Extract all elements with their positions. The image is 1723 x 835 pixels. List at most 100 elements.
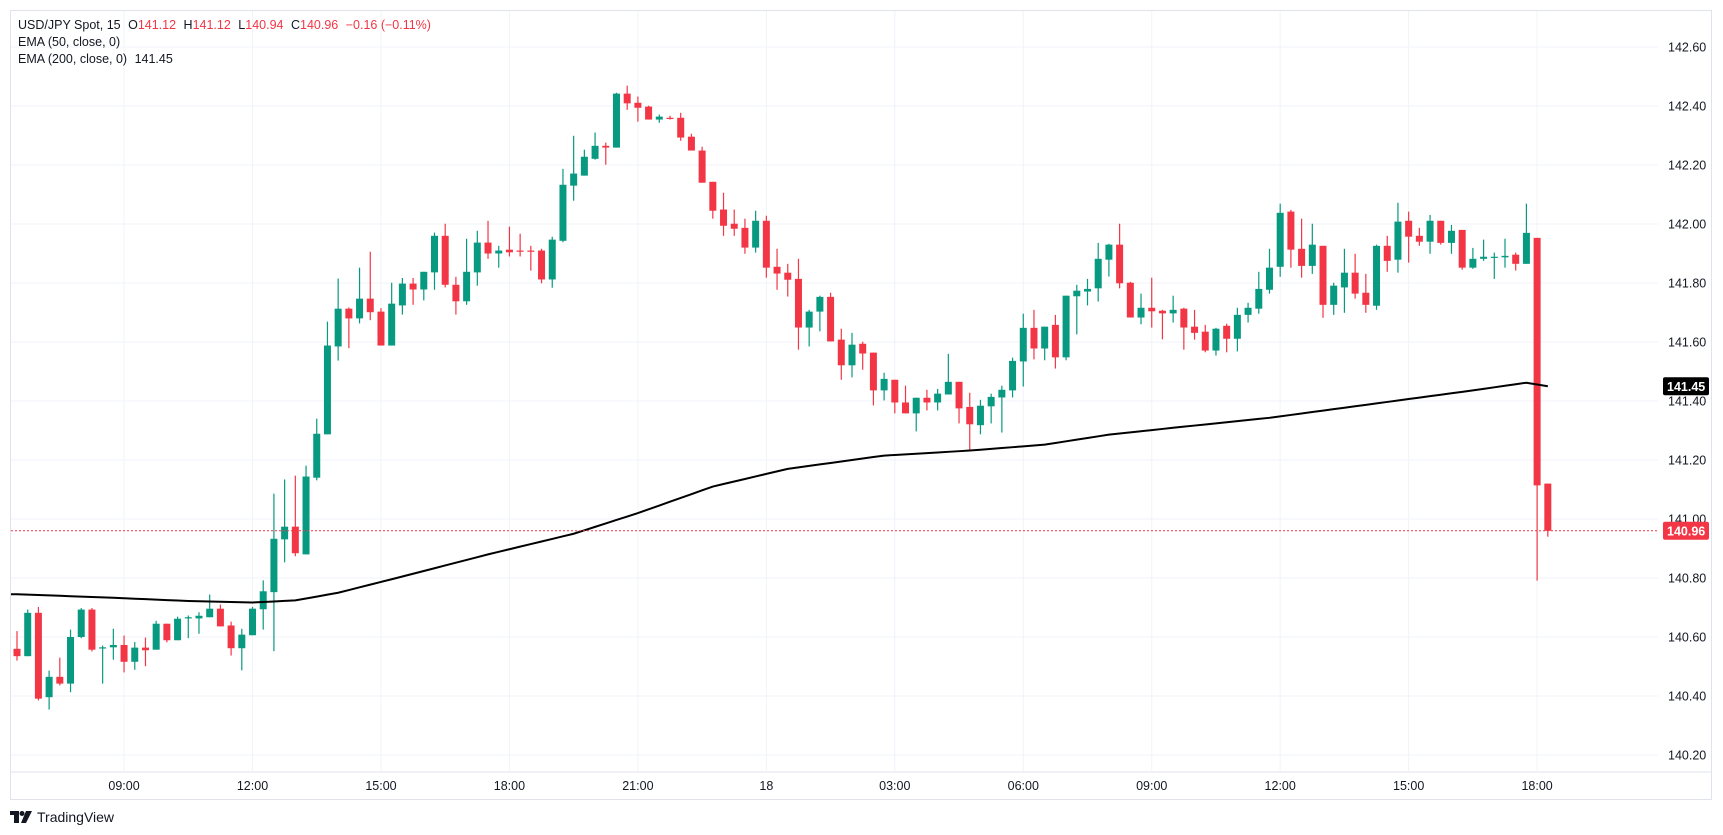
candle-body bbox=[505, 249, 513, 253]
tradingview-logo-icon bbox=[10, 811, 32, 823]
candle-body bbox=[409, 283, 417, 290]
high-value: 141.12 bbox=[192, 18, 231, 32]
candle-body bbox=[1030, 327, 1038, 349]
candle-body bbox=[77, 609, 85, 637]
candle-up bbox=[109, 628, 117, 660]
price-tick-label: 142.60 bbox=[1668, 41, 1706, 55]
candle-body bbox=[356, 298, 364, 319]
candle-body bbox=[366, 298, 374, 313]
candle-body bbox=[1233, 314, 1241, 339]
ema-50-row[interactable]: EMA (50, close, 0) bbox=[18, 34, 435, 51]
candle-up bbox=[1265, 248, 1273, 294]
time-tick-label: 15:00 bbox=[365, 779, 396, 793]
candle-body bbox=[837, 339, 845, 366]
price-tick-label: 142.40 bbox=[1668, 100, 1706, 114]
candle-body bbox=[987, 396, 995, 407]
price-tick-label: 141.20 bbox=[1668, 454, 1706, 468]
candle-up bbox=[752, 210, 760, 253]
candle-body bbox=[1287, 211, 1295, 250]
candle-up bbox=[430, 232, 438, 290]
open-value: 141.12 bbox=[137, 18, 177, 32]
candle-body bbox=[848, 344, 856, 366]
ema-200-row[interactable]: EMA (200, close, 0) 141.45 bbox=[18, 51, 435, 68]
time-axis[interactable]: 09:00 12:00 15:00 18:00 21:00 18 03:00 06:00 09:… bbox=[108, 779, 1552, 793]
candle-body bbox=[174, 618, 182, 641]
candle-up bbox=[805, 309, 813, 347]
candle-body bbox=[238, 634, 246, 649]
candle-down bbox=[1158, 309, 1166, 340]
time-tick-label: 18:00 bbox=[494, 779, 525, 793]
candle-down bbox=[1512, 252, 1520, 271]
candle-body bbox=[345, 308, 353, 319]
candle-body bbox=[452, 284, 460, 302]
low-value: 140.94 bbox=[245, 18, 284, 32]
candle-up bbox=[1244, 302, 1252, 323]
candle-down bbox=[452, 276, 460, 315]
candle-up bbox=[1490, 252, 1498, 279]
candle-body bbox=[484, 242, 492, 254]
candle-down bbox=[859, 341, 867, 370]
tradingview-logo[interactable]: TradingView bbox=[10, 809, 114, 825]
candle-body bbox=[131, 647, 139, 662]
candle-body bbox=[1447, 230, 1455, 243]
candle-body bbox=[527, 250, 535, 252]
candle-up bbox=[495, 245, 503, 268]
candle-body bbox=[24, 612, 32, 657]
candle-body bbox=[1041, 326, 1049, 349]
candle-body bbox=[1223, 325, 1231, 339]
candle-down bbox=[634, 96, 642, 122]
candle-up bbox=[238, 628, 246, 671]
candle-down bbox=[163, 623, 171, 643]
candle-up bbox=[998, 385, 1006, 433]
candle-up bbox=[67, 629, 75, 693]
candle-body bbox=[1019, 327, 1027, 362]
candle-body bbox=[1105, 244, 1113, 260]
candle-down bbox=[1319, 245, 1327, 318]
candle-up bbox=[206, 594, 214, 618]
candle-down bbox=[1030, 309, 1038, 360]
symbol-row[interactable]: USD/JPY Spot, 15 O141.12 H141.12 L140.94… bbox=[18, 17, 435, 34]
time-tick-label: 06:00 bbox=[1008, 779, 1039, 793]
candle-down bbox=[837, 328, 845, 380]
candle-up bbox=[1062, 295, 1070, 361]
candle-up bbox=[934, 388, 942, 411]
candle-body bbox=[559, 184, 567, 241]
candle-up bbox=[398, 277, 406, 315]
candle-down bbox=[709, 181, 717, 219]
candle-down bbox=[366, 251, 374, 321]
candle-body bbox=[645, 106, 653, 120]
candle-body bbox=[516, 250, 524, 252]
candle-down bbox=[773, 248, 781, 290]
candle-up bbox=[1426, 214, 1434, 254]
candle-body bbox=[1073, 290, 1081, 297]
candle-body bbox=[1148, 307, 1156, 312]
candle-body bbox=[859, 343, 867, 354]
candle-body bbox=[1501, 255, 1509, 258]
candle-body bbox=[67, 637, 75, 684]
candle-down bbox=[1351, 253, 1359, 299]
chart-legend: USD/JPY Spot, 15 O141.12 H141.12 L140.94… bbox=[18, 17, 435, 68]
candle-up bbox=[1073, 284, 1081, 335]
price-axis[interactable]: 142.60 142.40 142.20 142.00 141.80 141.60 141.… bbox=[1668, 41, 1706, 763]
candle-body bbox=[1244, 307, 1252, 315]
chart-frame bbox=[10, 10, 1712, 800]
candle-up bbox=[816, 295, 824, 332]
candle-up bbox=[259, 580, 267, 630]
candle-body bbox=[1137, 307, 1145, 318]
candle-body bbox=[1116, 244, 1124, 284]
candle-body bbox=[463, 271, 471, 302]
candle-down bbox=[505, 226, 513, 257]
candle-down bbox=[56, 657, 64, 686]
candle-up bbox=[1394, 202, 1402, 273]
candle-up bbox=[1212, 327, 1220, 356]
candle-body bbox=[206, 608, 214, 618]
candle-up bbox=[323, 321, 331, 435]
candle-body bbox=[495, 250, 503, 254]
ema-200-label: EMA (200, close, 0) bbox=[18, 52, 128, 66]
candle-body bbox=[944, 381, 952, 395]
candle-body bbox=[270, 538, 278, 593]
candle-down bbox=[720, 192, 728, 236]
candle-up bbox=[45, 670, 53, 710]
candle-down bbox=[623, 85, 631, 110]
